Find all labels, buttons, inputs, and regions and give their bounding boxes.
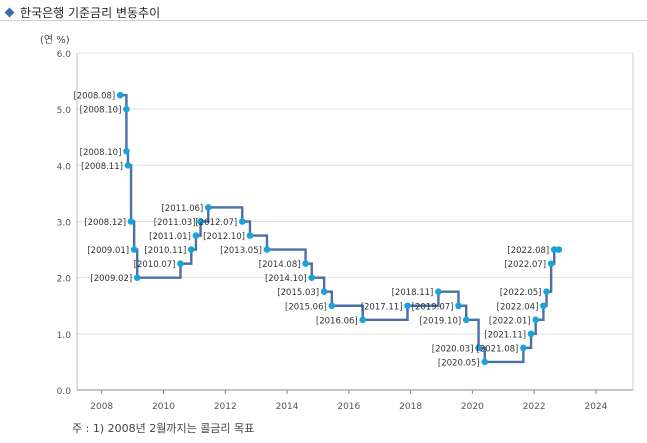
unit-label: (연 %) <box>40 34 70 46</box>
data-point-marker <box>455 302 462 310</box>
x-tick-label: 2012 <box>214 402 237 412</box>
data-point-marker <box>127 218 135 225</box>
data-point-marker <box>116 91 124 99</box>
data-point-marker <box>123 105 130 113</box>
data-point-marker <box>532 316 539 324</box>
data-point-marker <box>197 218 204 225</box>
data-point-marker <box>246 232 254 239</box>
y-tick-label: 5.0 <box>57 106 72 116</box>
y-tick-label: 6.0 <box>57 50 72 60</box>
data-point-label: [2011.06] <box>161 204 203 214</box>
data-point-marker <box>475 344 482 352</box>
data-point-marker <box>462 316 470 324</box>
x-tick-label: 2022 <box>523 402 546 412</box>
data-point-label: [2022.07] <box>504 260 546 270</box>
data-point-label: [2008.10] <box>80 106 122 116</box>
y-tick-label: 0.0 <box>57 387 72 397</box>
data-point-label: [2011.01] <box>149 232 191 242</box>
data-point-marker <box>435 288 442 296</box>
data-point-label: [2022.05] <box>500 288 542 298</box>
data-point-label: [2012.07] <box>195 218 237 228</box>
data-point-label: [2008.10] <box>80 148 122 158</box>
data-point-marker <box>547 260 555 267</box>
header-divider <box>0 20 647 21</box>
data-point-label: [2016.06] <box>316 316 358 326</box>
data-point-marker <box>308 274 316 281</box>
data-point-marker <box>359 316 367 324</box>
data-point-marker <box>130 246 138 253</box>
data-point-label: [2009.01] <box>87 246 129 256</box>
data-point-label: [2011.03] <box>154 218 196 228</box>
y-tick-label: 2.0 <box>57 275 72 285</box>
data-point-label: [2022.08] <box>507 246 549 256</box>
data-point-label: [2022.04] <box>497 302 539 312</box>
data-point-label: [2020.05] <box>438 358 480 368</box>
data-point-label: [2008.11] <box>81 162 123 172</box>
data-point-label: [2014.10] <box>265 274 307 284</box>
data-point-marker <box>320 288 328 296</box>
data-point-label: [2015.06] <box>285 302 327 312</box>
data-point-marker <box>133 274 141 281</box>
data-point-label: [2008.12] <box>84 218 126 228</box>
data-point-marker <box>555 246 563 253</box>
x-tick-label: 2018 <box>399 402 422 412</box>
data-point-label: [2009.02] <box>90 274 132 284</box>
data-point-label: [2019.10] <box>419 316 461 326</box>
x-tick-label: 2014 <box>276 402 299 412</box>
x-tick-label: 2020 <box>461 402 484 412</box>
data-point-marker <box>123 147 130 155</box>
data-point-marker <box>540 302 547 310</box>
y-tick-label: 1.0 <box>57 331 72 341</box>
x-tick-label: 2024 <box>584 402 607 412</box>
data-point-marker <box>520 344 527 352</box>
data-point-marker <box>187 246 195 253</box>
data-point-marker <box>543 288 550 296</box>
data-point-label: [2010.07] <box>134 260 176 270</box>
data-point-label: [2021.08] <box>477 344 519 354</box>
data-point-marker <box>192 232 200 239</box>
data-point-marker <box>481 358 489 366</box>
data-point-label: [2012.10] <box>203 232 245 242</box>
y-tick-label: 3.0 <box>57 219 72 229</box>
x-tick-label: 2010 <box>152 402 175 412</box>
data-point-marker <box>124 162 132 169</box>
header: 한국은행 기준금리 변동추이 <box>0 0 647 22</box>
data-point-marker <box>302 260 309 267</box>
data-point-marker <box>177 260 184 267</box>
data-point-marker <box>204 204 212 211</box>
x-tick-label: 2008 <box>90 402 113 412</box>
data-point-label: [2015.03] <box>277 288 319 298</box>
footnote: 주 : 1) 2008년 2월까지는 콜금리 목표 <box>72 422 255 435</box>
data-point-label: [2017.11] <box>361 302 403 312</box>
data-point-label: [2014.08] <box>259 260 301 270</box>
data-point-marker <box>238 218 246 225</box>
data-point-marker <box>550 246 558 253</box>
data-point-label: [2008.08] <box>73 92 115 102</box>
data-point-label: [2018.11] <box>392 288 434 298</box>
data-point-marker <box>527 330 535 338</box>
data-point-label: [2020.03] <box>432 344 474 354</box>
data-point-marker <box>263 246 271 253</box>
data-point-marker <box>328 302 336 310</box>
data-point-label: [2013.05] <box>220 246 262 256</box>
data-point-marker <box>404 302 411 310</box>
data-point-label: [2019.07] <box>412 302 454 312</box>
x-tick-label: 2016 <box>337 402 360 412</box>
data-point-label: [2021.11] <box>484 330 526 340</box>
y-tick-label: 4.0 <box>57 162 72 172</box>
title-row: 한국은행 기준금리 변동추이 <box>4 4 161 21</box>
data-point-label: [2010.11] <box>144 246 186 256</box>
data-point-label: [2022.01] <box>489 316 531 326</box>
page-title: 한국은행 기준금리 변동추이 <box>20 6 161 20</box>
